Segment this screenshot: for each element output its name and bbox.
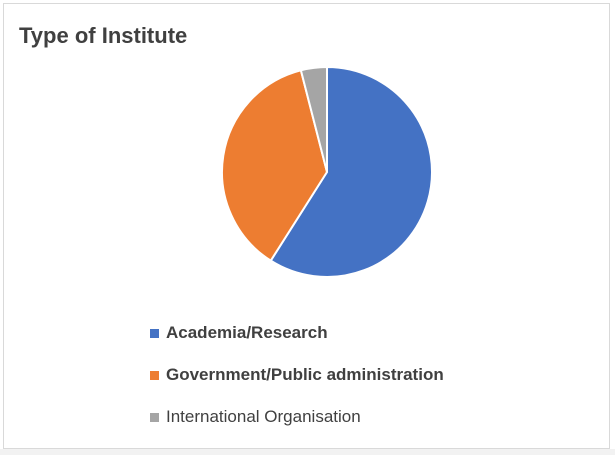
legend-swatch-international-organisation	[150, 412, 159, 422]
legend-item-government-public-administration: Government/Public administration	[150, 354, 570, 396]
bottom-strip	[0, 449, 615, 455]
pie-slice-international-organisation	[299, 65, 328, 173]
pie-slice-government-public-administration	[221, 69, 329, 263]
legend-label-international-organisation: International Organisation	[166, 407, 361, 426]
pie-slice-academia-research	[269, 65, 433, 278]
chart-title: Type of Institute	[19, 23, 188, 48]
legend-swatch-government-public-administration	[150, 370, 159, 380]
legend-label-government-public-administration: Government/Public administration	[166, 365, 444, 384]
chart-legend: Academia/Research Government/Public admi…	[150, 312, 570, 438]
legend-item-international-organisation: International Organisation	[150, 396, 570, 438]
legend-swatch-academia-research	[150, 328, 159, 338]
legend-item-academia-research: Academia/Research	[150, 312, 570, 354]
legend-label-academia-research: Academia/Research	[166, 323, 328, 342]
